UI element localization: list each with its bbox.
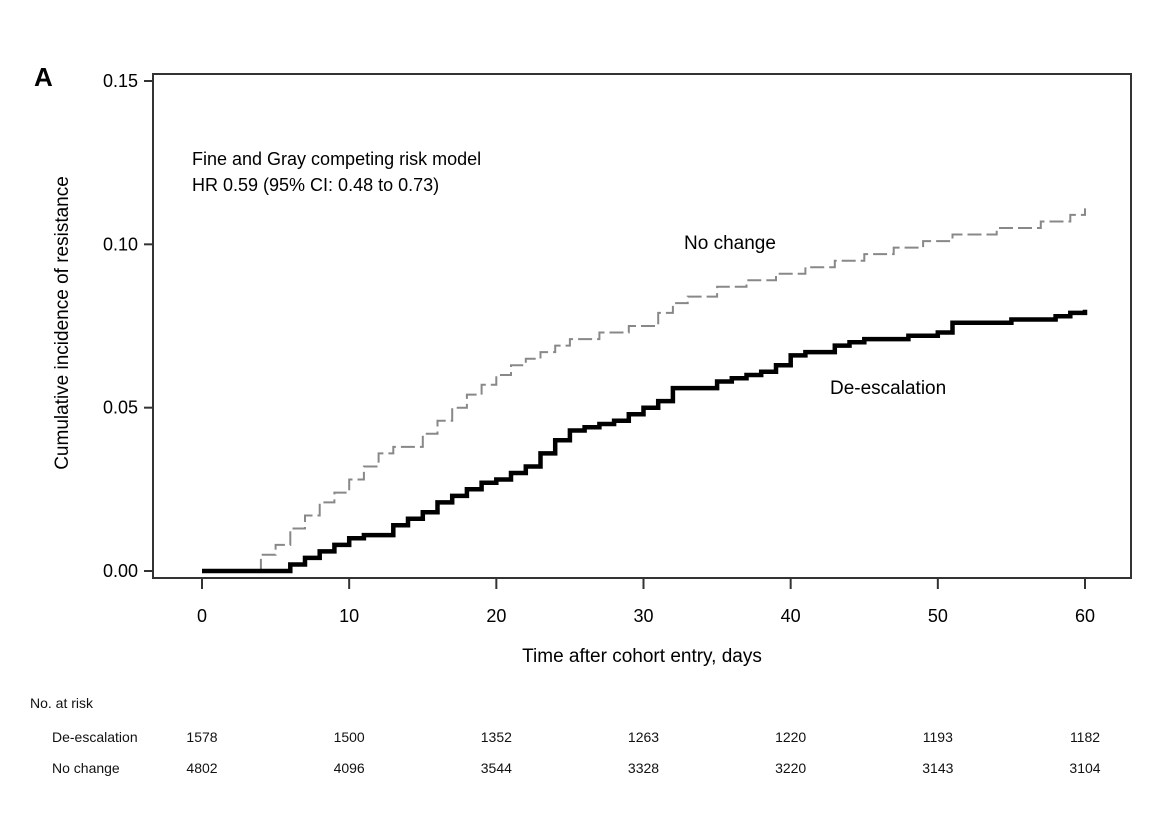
y-axis-title: Cumulative incidence of resistance bbox=[52, 176, 73, 470]
risk-cell: 4802 bbox=[186, 760, 218, 776]
risk-cell: 1193 bbox=[922, 729, 953, 745]
risk-cell: 1578 bbox=[186, 729, 218, 745]
risk-table-title: No. at risk bbox=[30, 695, 94, 711]
series-layer bbox=[202, 208, 1088, 574]
plot-frame bbox=[152, 73, 1132, 579]
series-line-no-change bbox=[202, 208, 1086, 572]
risk-row-label: No change bbox=[52, 760, 120, 776]
x-tick-label: 50 bbox=[928, 606, 948, 626]
risk-cell: 3143 bbox=[922, 760, 954, 776]
y-tick-label: 0.15 bbox=[103, 71, 138, 91]
y-tick-label: 0.10 bbox=[103, 234, 138, 254]
series-line-de-escalation bbox=[202, 309, 1088, 574]
risk-cell: 3220 bbox=[775, 760, 807, 776]
series-label-de-escalation: De-escalation bbox=[830, 378, 946, 399]
risk-cell: 1263 bbox=[627, 729, 660, 745]
x-axis: 0 10 20 30 40 50 60 bbox=[197, 578, 1095, 626]
risk-cell: 4096 bbox=[333, 760, 365, 776]
risk-row-label: De-escalation bbox=[52, 729, 138, 745]
y-tick-label: 0.00 bbox=[103, 561, 138, 581]
x-tick-label: 0 bbox=[197, 606, 207, 626]
risk-cell: 3104 bbox=[1069, 760, 1101, 776]
panel-letter: A bbox=[34, 62, 53, 92]
series-label-no-change: No change bbox=[684, 233, 776, 254]
x-tick-label: 20 bbox=[486, 606, 506, 626]
x-axis-title: Time after cohort entry, days bbox=[522, 646, 762, 667]
risk-cell: 3328 bbox=[627, 760, 660, 776]
risk-cell: 1352 bbox=[480, 729, 512, 745]
risk-cell: 1182 bbox=[1069, 729, 1101, 745]
risk-cell: 1500 bbox=[333, 729, 365, 745]
y-tick-label: 0.05 bbox=[103, 398, 138, 418]
risk-cell: 3544 bbox=[480, 760, 512, 776]
risk-cell: 1220 bbox=[775, 729, 807, 745]
x-tick-label: 30 bbox=[633, 606, 653, 626]
y-axis: 0.00 0.05 0.10 0.15 bbox=[103, 71, 153, 581]
model-annotation-line2: HR 0.59 (95% CI: 0.48 to 0.73) bbox=[192, 175, 439, 195]
x-tick-label: 10 bbox=[339, 606, 359, 626]
x-tick-label: 40 bbox=[781, 606, 801, 626]
model-annotation-line1: Fine and Gray competing risk model bbox=[192, 149, 481, 169]
x-tick-label: 60 bbox=[1075, 606, 1095, 626]
